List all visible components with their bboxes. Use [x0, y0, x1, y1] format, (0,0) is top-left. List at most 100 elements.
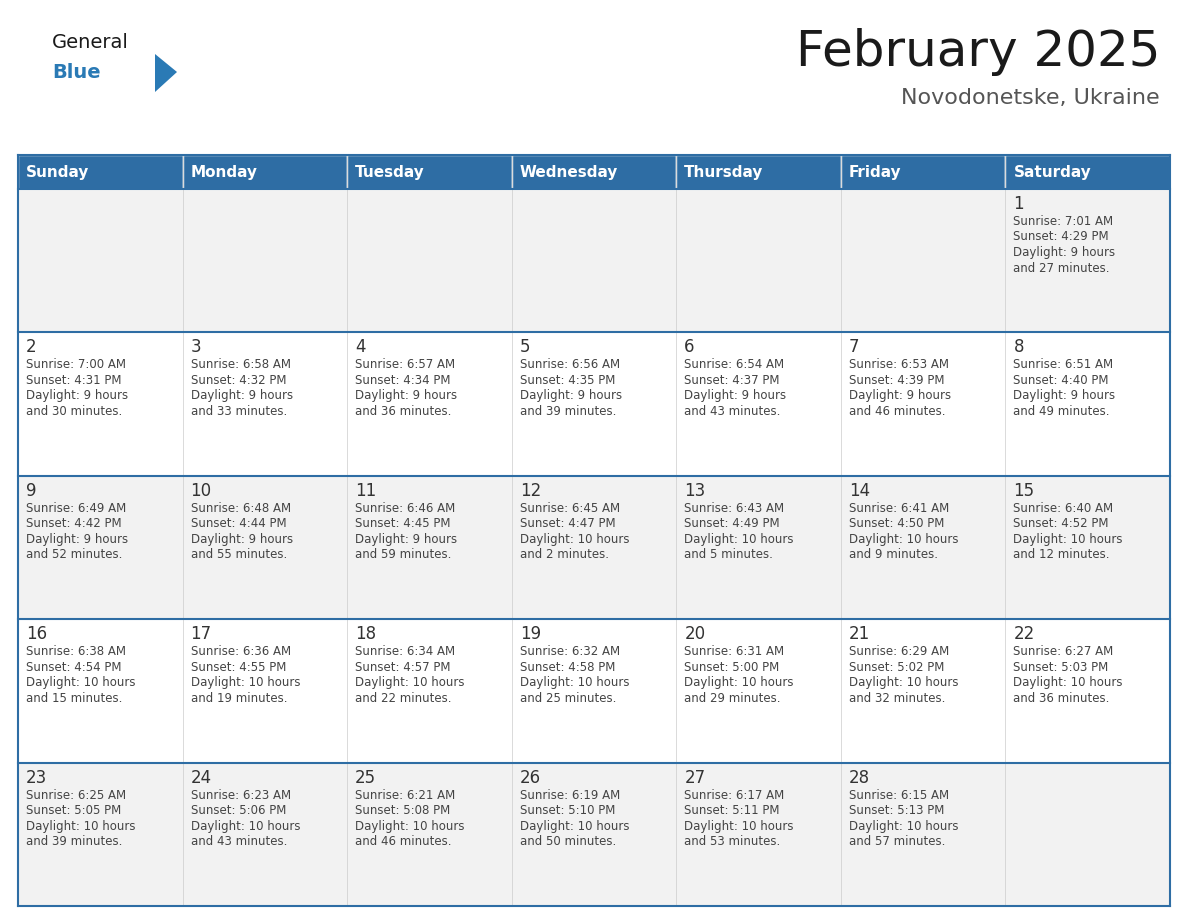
Text: Sunset: 4:54 PM: Sunset: 4:54 PM — [26, 661, 121, 674]
Bar — [18, 332, 183, 476]
Text: Sunrise: 6:53 AM: Sunrise: 6:53 AM — [849, 358, 949, 372]
Bar — [18, 155, 183, 189]
Text: and 36 minutes.: and 36 minutes. — [355, 405, 451, 418]
Bar — [676, 155, 841, 189]
Bar — [347, 189, 512, 332]
Text: 22: 22 — [1013, 625, 1035, 644]
Text: Daylight: 10 hours: Daylight: 10 hours — [1013, 532, 1123, 546]
Text: and 55 minutes.: and 55 minutes. — [190, 548, 286, 561]
Text: and 59 minutes.: and 59 minutes. — [355, 548, 451, 561]
Text: 9: 9 — [26, 482, 37, 499]
Text: and 9 minutes.: and 9 minutes. — [849, 548, 937, 561]
Text: Daylight: 10 hours: Daylight: 10 hours — [519, 677, 630, 689]
Text: and 39 minutes.: and 39 minutes. — [26, 835, 122, 848]
Text: and 15 minutes.: and 15 minutes. — [26, 691, 122, 705]
Text: Sunset: 4:47 PM: Sunset: 4:47 PM — [519, 518, 615, 531]
Text: 14: 14 — [849, 482, 870, 499]
Text: and 22 minutes.: and 22 minutes. — [355, 691, 451, 705]
Text: and 19 minutes.: and 19 minutes. — [190, 691, 287, 705]
Text: Sunrise: 6:45 AM: Sunrise: 6:45 AM — [519, 502, 620, 515]
Text: 23: 23 — [26, 768, 48, 787]
Text: and 33 minutes.: and 33 minutes. — [190, 405, 286, 418]
Text: Sunday: Sunday — [26, 164, 89, 180]
Text: Daylight: 10 hours: Daylight: 10 hours — [849, 677, 959, 689]
Text: Daylight: 9 hours: Daylight: 9 hours — [1013, 246, 1116, 259]
Text: Novodonetske, Ukraine: Novodonetske, Ukraine — [902, 88, 1159, 108]
Text: and 36 minutes.: and 36 minutes. — [1013, 691, 1110, 705]
Bar — [676, 476, 841, 620]
Bar — [18, 189, 183, 332]
Text: Sunset: 4:57 PM: Sunset: 4:57 PM — [355, 661, 450, 674]
Text: 2: 2 — [26, 339, 37, 356]
Text: Monday: Monday — [190, 164, 258, 180]
Text: Sunrise: 6:21 AM: Sunrise: 6:21 AM — [355, 789, 455, 801]
Text: 5: 5 — [519, 339, 530, 356]
Text: Sunset: 5:03 PM: Sunset: 5:03 PM — [1013, 661, 1108, 674]
Text: and 29 minutes.: and 29 minutes. — [684, 691, 781, 705]
Bar — [18, 763, 183, 906]
Bar — [512, 763, 676, 906]
Text: 28: 28 — [849, 768, 870, 787]
Text: 20: 20 — [684, 625, 706, 644]
Bar — [183, 332, 347, 476]
Text: Sunrise: 6:51 AM: Sunrise: 6:51 AM — [1013, 358, 1113, 372]
Text: and 32 minutes.: and 32 minutes. — [849, 691, 946, 705]
Text: Sunset: 4:32 PM: Sunset: 4:32 PM — [190, 374, 286, 386]
Bar — [347, 620, 512, 763]
Text: Sunrise: 6:48 AM: Sunrise: 6:48 AM — [190, 502, 291, 515]
Text: and 43 minutes.: and 43 minutes. — [190, 835, 287, 848]
Text: Sunrise: 6:58 AM: Sunrise: 6:58 AM — [190, 358, 291, 372]
Text: 6: 6 — [684, 339, 695, 356]
Text: Daylight: 10 hours: Daylight: 10 hours — [26, 820, 135, 833]
Text: Daylight: 9 hours: Daylight: 9 hours — [26, 532, 128, 546]
Text: Daylight: 10 hours: Daylight: 10 hours — [684, 677, 794, 689]
Bar — [18, 620, 183, 763]
Bar — [676, 189, 841, 332]
Text: 24: 24 — [190, 768, 211, 787]
Bar — [183, 189, 347, 332]
Text: Daylight: 10 hours: Daylight: 10 hours — [190, 820, 301, 833]
Text: and 49 minutes.: and 49 minutes. — [1013, 405, 1110, 418]
Text: Saturday: Saturday — [1013, 164, 1092, 180]
Text: Daylight: 10 hours: Daylight: 10 hours — [849, 532, 959, 546]
Text: Sunrise: 6:23 AM: Sunrise: 6:23 AM — [190, 789, 291, 801]
Text: Sunrise: 6:57 AM: Sunrise: 6:57 AM — [355, 358, 455, 372]
Bar — [18, 476, 183, 620]
Text: and 43 minutes.: and 43 minutes. — [684, 405, 781, 418]
Text: 19: 19 — [519, 625, 541, 644]
Text: and 12 minutes.: and 12 minutes. — [1013, 548, 1110, 561]
Text: Sunrise: 7:00 AM: Sunrise: 7:00 AM — [26, 358, 126, 372]
Text: 4: 4 — [355, 339, 366, 356]
Bar — [841, 155, 1005, 189]
Bar — [1005, 155, 1170, 189]
Text: Tuesday: Tuesday — [355, 164, 425, 180]
Text: Daylight: 10 hours: Daylight: 10 hours — [519, 820, 630, 833]
Text: Sunset: 5:02 PM: Sunset: 5:02 PM — [849, 661, 944, 674]
Text: Daylight: 9 hours: Daylight: 9 hours — [26, 389, 128, 402]
Text: Daylight: 9 hours: Daylight: 9 hours — [190, 389, 292, 402]
Text: Sunrise: 6:56 AM: Sunrise: 6:56 AM — [519, 358, 620, 372]
Text: 10: 10 — [190, 482, 211, 499]
Text: 1: 1 — [1013, 195, 1024, 213]
Text: Daylight: 10 hours: Daylight: 10 hours — [355, 820, 465, 833]
Text: Sunrise: 6:43 AM: Sunrise: 6:43 AM — [684, 502, 784, 515]
Text: Daylight: 9 hours: Daylight: 9 hours — [355, 389, 457, 402]
Text: Sunrise: 6:32 AM: Sunrise: 6:32 AM — [519, 645, 620, 658]
Bar — [512, 155, 676, 189]
Text: Sunset: 4:40 PM: Sunset: 4:40 PM — [1013, 374, 1108, 386]
Text: Daylight: 9 hours: Daylight: 9 hours — [190, 532, 292, 546]
Text: Sunset: 5:13 PM: Sunset: 5:13 PM — [849, 804, 944, 817]
Text: Sunset: 4:49 PM: Sunset: 4:49 PM — [684, 518, 779, 531]
Text: Daylight: 10 hours: Daylight: 10 hours — [519, 532, 630, 546]
Text: and 27 minutes.: and 27 minutes. — [1013, 262, 1110, 274]
Text: Wednesday: Wednesday — [519, 164, 618, 180]
Text: Sunset: 5:00 PM: Sunset: 5:00 PM — [684, 661, 779, 674]
Text: Daylight: 10 hours: Daylight: 10 hours — [26, 677, 135, 689]
Text: Sunset: 5:06 PM: Sunset: 5:06 PM — [190, 804, 286, 817]
Text: Sunset: 4:39 PM: Sunset: 4:39 PM — [849, 374, 944, 386]
Bar — [347, 332, 512, 476]
Text: Sunset: 4:42 PM: Sunset: 4:42 PM — [26, 518, 121, 531]
Text: Daylight: 10 hours: Daylight: 10 hours — [684, 820, 794, 833]
Text: and 50 minutes.: and 50 minutes. — [519, 835, 615, 848]
Text: Sunset: 5:10 PM: Sunset: 5:10 PM — [519, 804, 615, 817]
